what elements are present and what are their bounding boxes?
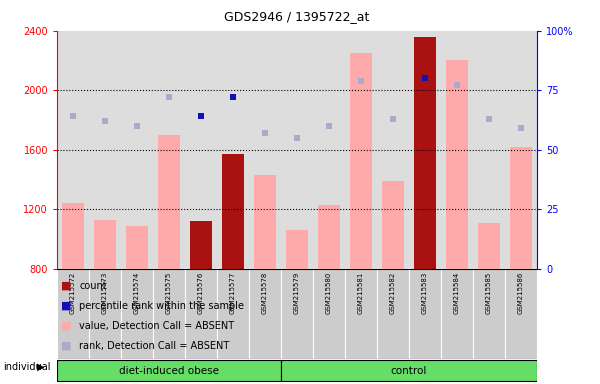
Text: GSM215576: GSM215576 xyxy=(198,271,204,314)
Bar xyxy=(318,205,340,269)
Bar xyxy=(121,269,153,359)
Text: GSM215585: GSM215585 xyxy=(486,271,492,314)
Bar xyxy=(190,221,212,269)
Text: GSM215577: GSM215577 xyxy=(230,271,236,314)
Text: rank, Detection Call = ABSENT: rank, Detection Call = ABSENT xyxy=(79,341,229,351)
Text: GSM215584: GSM215584 xyxy=(454,271,460,314)
Bar xyxy=(185,269,217,359)
Text: ■: ■ xyxy=(61,341,71,351)
Bar xyxy=(350,53,372,269)
Text: percentile rank within the sample: percentile rank within the sample xyxy=(79,301,244,311)
Bar xyxy=(409,269,441,359)
Bar xyxy=(94,220,116,269)
Bar xyxy=(62,204,84,269)
Text: ■: ■ xyxy=(61,321,71,331)
Bar xyxy=(281,269,313,359)
Text: GSM215574: GSM215574 xyxy=(134,271,140,314)
Bar xyxy=(473,269,505,359)
Bar xyxy=(377,269,409,359)
Bar xyxy=(89,269,121,359)
Text: ■: ■ xyxy=(61,281,71,291)
Bar xyxy=(441,269,473,359)
Bar xyxy=(57,269,89,359)
Bar xyxy=(286,230,308,269)
Bar xyxy=(382,181,404,269)
Text: ▶: ▶ xyxy=(37,362,45,372)
Text: GSM215582: GSM215582 xyxy=(390,271,396,314)
Text: GSM215572: GSM215572 xyxy=(70,271,76,314)
Bar xyxy=(249,269,281,359)
Bar xyxy=(345,269,377,359)
Bar xyxy=(217,269,249,359)
Text: GSM215580: GSM215580 xyxy=(326,271,332,314)
Text: GSM215583: GSM215583 xyxy=(422,271,428,314)
Bar xyxy=(281,360,537,381)
Text: GSM215579: GSM215579 xyxy=(294,271,300,314)
Bar xyxy=(505,269,537,359)
Bar xyxy=(313,269,345,359)
Bar xyxy=(153,269,185,359)
Bar xyxy=(222,154,244,269)
Text: diet-induced obese: diet-induced obese xyxy=(119,366,219,376)
Text: GSM215581: GSM215581 xyxy=(358,271,364,314)
Bar xyxy=(126,226,148,269)
Bar xyxy=(414,36,436,269)
Bar xyxy=(57,360,281,381)
Bar xyxy=(446,60,468,269)
Text: individual: individual xyxy=(3,362,50,372)
Text: ■: ■ xyxy=(61,301,71,311)
Bar xyxy=(158,135,180,269)
Text: control: control xyxy=(391,366,427,376)
Text: GSM215573: GSM215573 xyxy=(102,271,108,314)
Bar xyxy=(478,223,500,269)
Bar xyxy=(510,147,532,269)
Text: GSM215575: GSM215575 xyxy=(166,271,172,314)
Text: GSM215578: GSM215578 xyxy=(262,271,268,314)
Text: count: count xyxy=(79,281,107,291)
Bar xyxy=(254,175,276,269)
Text: GDS2946 / 1395722_at: GDS2946 / 1395722_at xyxy=(224,10,370,23)
Text: value, Detection Call = ABSENT: value, Detection Call = ABSENT xyxy=(79,321,235,331)
Text: GSM215586: GSM215586 xyxy=(518,271,524,314)
